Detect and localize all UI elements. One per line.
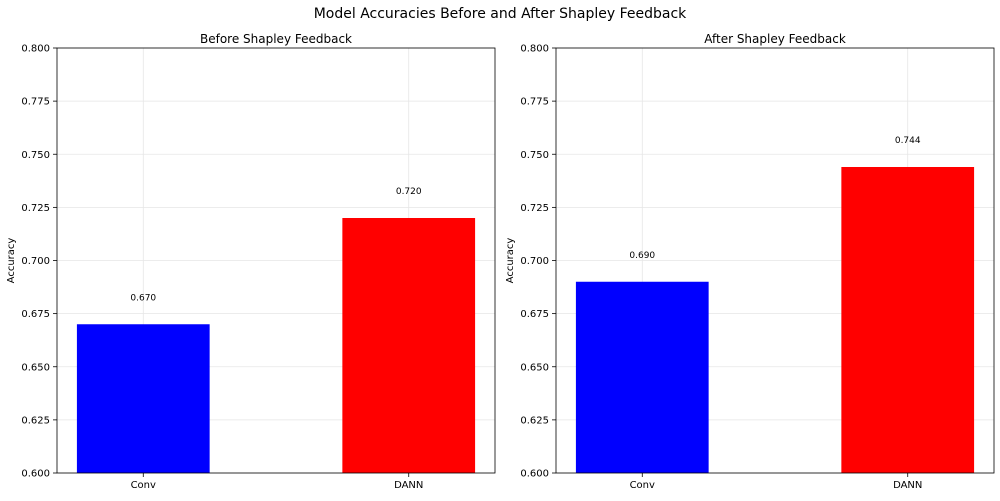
subplot-title: After Shapley Feedback	[704, 32, 846, 46]
bar-value-label: 0.690	[629, 251, 655, 261]
bar-conv	[76, 324, 210, 473]
y-tick-label: 0.600	[21, 469, 50, 480]
y-tick-label: 0.650	[520, 362, 549, 373]
y-tick-label: 0.750	[520, 150, 549, 161]
y-tick-label: 0.800	[520, 44, 549, 55]
y-tick-label: 0.750	[21, 150, 50, 161]
bar-value-label: 0.670	[130, 293, 156, 303]
bar-dann	[342, 218, 476, 473]
y-tick-label: 0.800	[21, 44, 50, 55]
y-tick-label: 0.775	[21, 97, 50, 108]
y-axis-label: Accuracy	[6, 238, 17, 284]
y-tick-label: 0.625	[520, 415, 549, 426]
y-tick-label: 0.725	[21, 203, 50, 214]
bar-value-label: 0.744	[895, 136, 921, 146]
figure-suptitle: Model Accuracies Before and After Shaple…	[314, 6, 687, 22]
bar-dann	[841, 167, 975, 473]
y-tick-label: 0.700	[520, 256, 549, 267]
bar-value-label: 0.720	[396, 187, 422, 197]
y-tick-label: 0.675	[520, 309, 549, 320]
bar-conv	[575, 281, 709, 473]
y-tick-label: 0.650	[21, 362, 50, 373]
x-tick-label: Conv	[630, 480, 655, 491]
y-tick-label: 0.700	[21, 256, 50, 267]
y-tick-label: 0.675	[21, 309, 50, 320]
y-tick-label: 0.725	[520, 203, 549, 214]
y-axis-label: Accuracy	[505, 238, 516, 284]
y-tick-label: 0.600	[520, 469, 549, 480]
y-tick-label: 0.775	[520, 97, 549, 108]
x-tick-label: DANN	[394, 480, 423, 491]
x-tick-label: Conv	[131, 480, 156, 491]
y-tick-label: 0.625	[21, 415, 50, 426]
subplot-title: Before Shapley Feedback	[200, 32, 352, 46]
subplot-1: 0.670 0.720 0.600 0.625 0.650 0.675 0.700 0.725…	[6, 32, 496, 491]
subplot-2: 0.690 0.744 0.600 0.625 0.650 0.675 0.700 0.725…	[505, 32, 995, 491]
x-tick-label: DANN	[893, 480, 922, 491]
